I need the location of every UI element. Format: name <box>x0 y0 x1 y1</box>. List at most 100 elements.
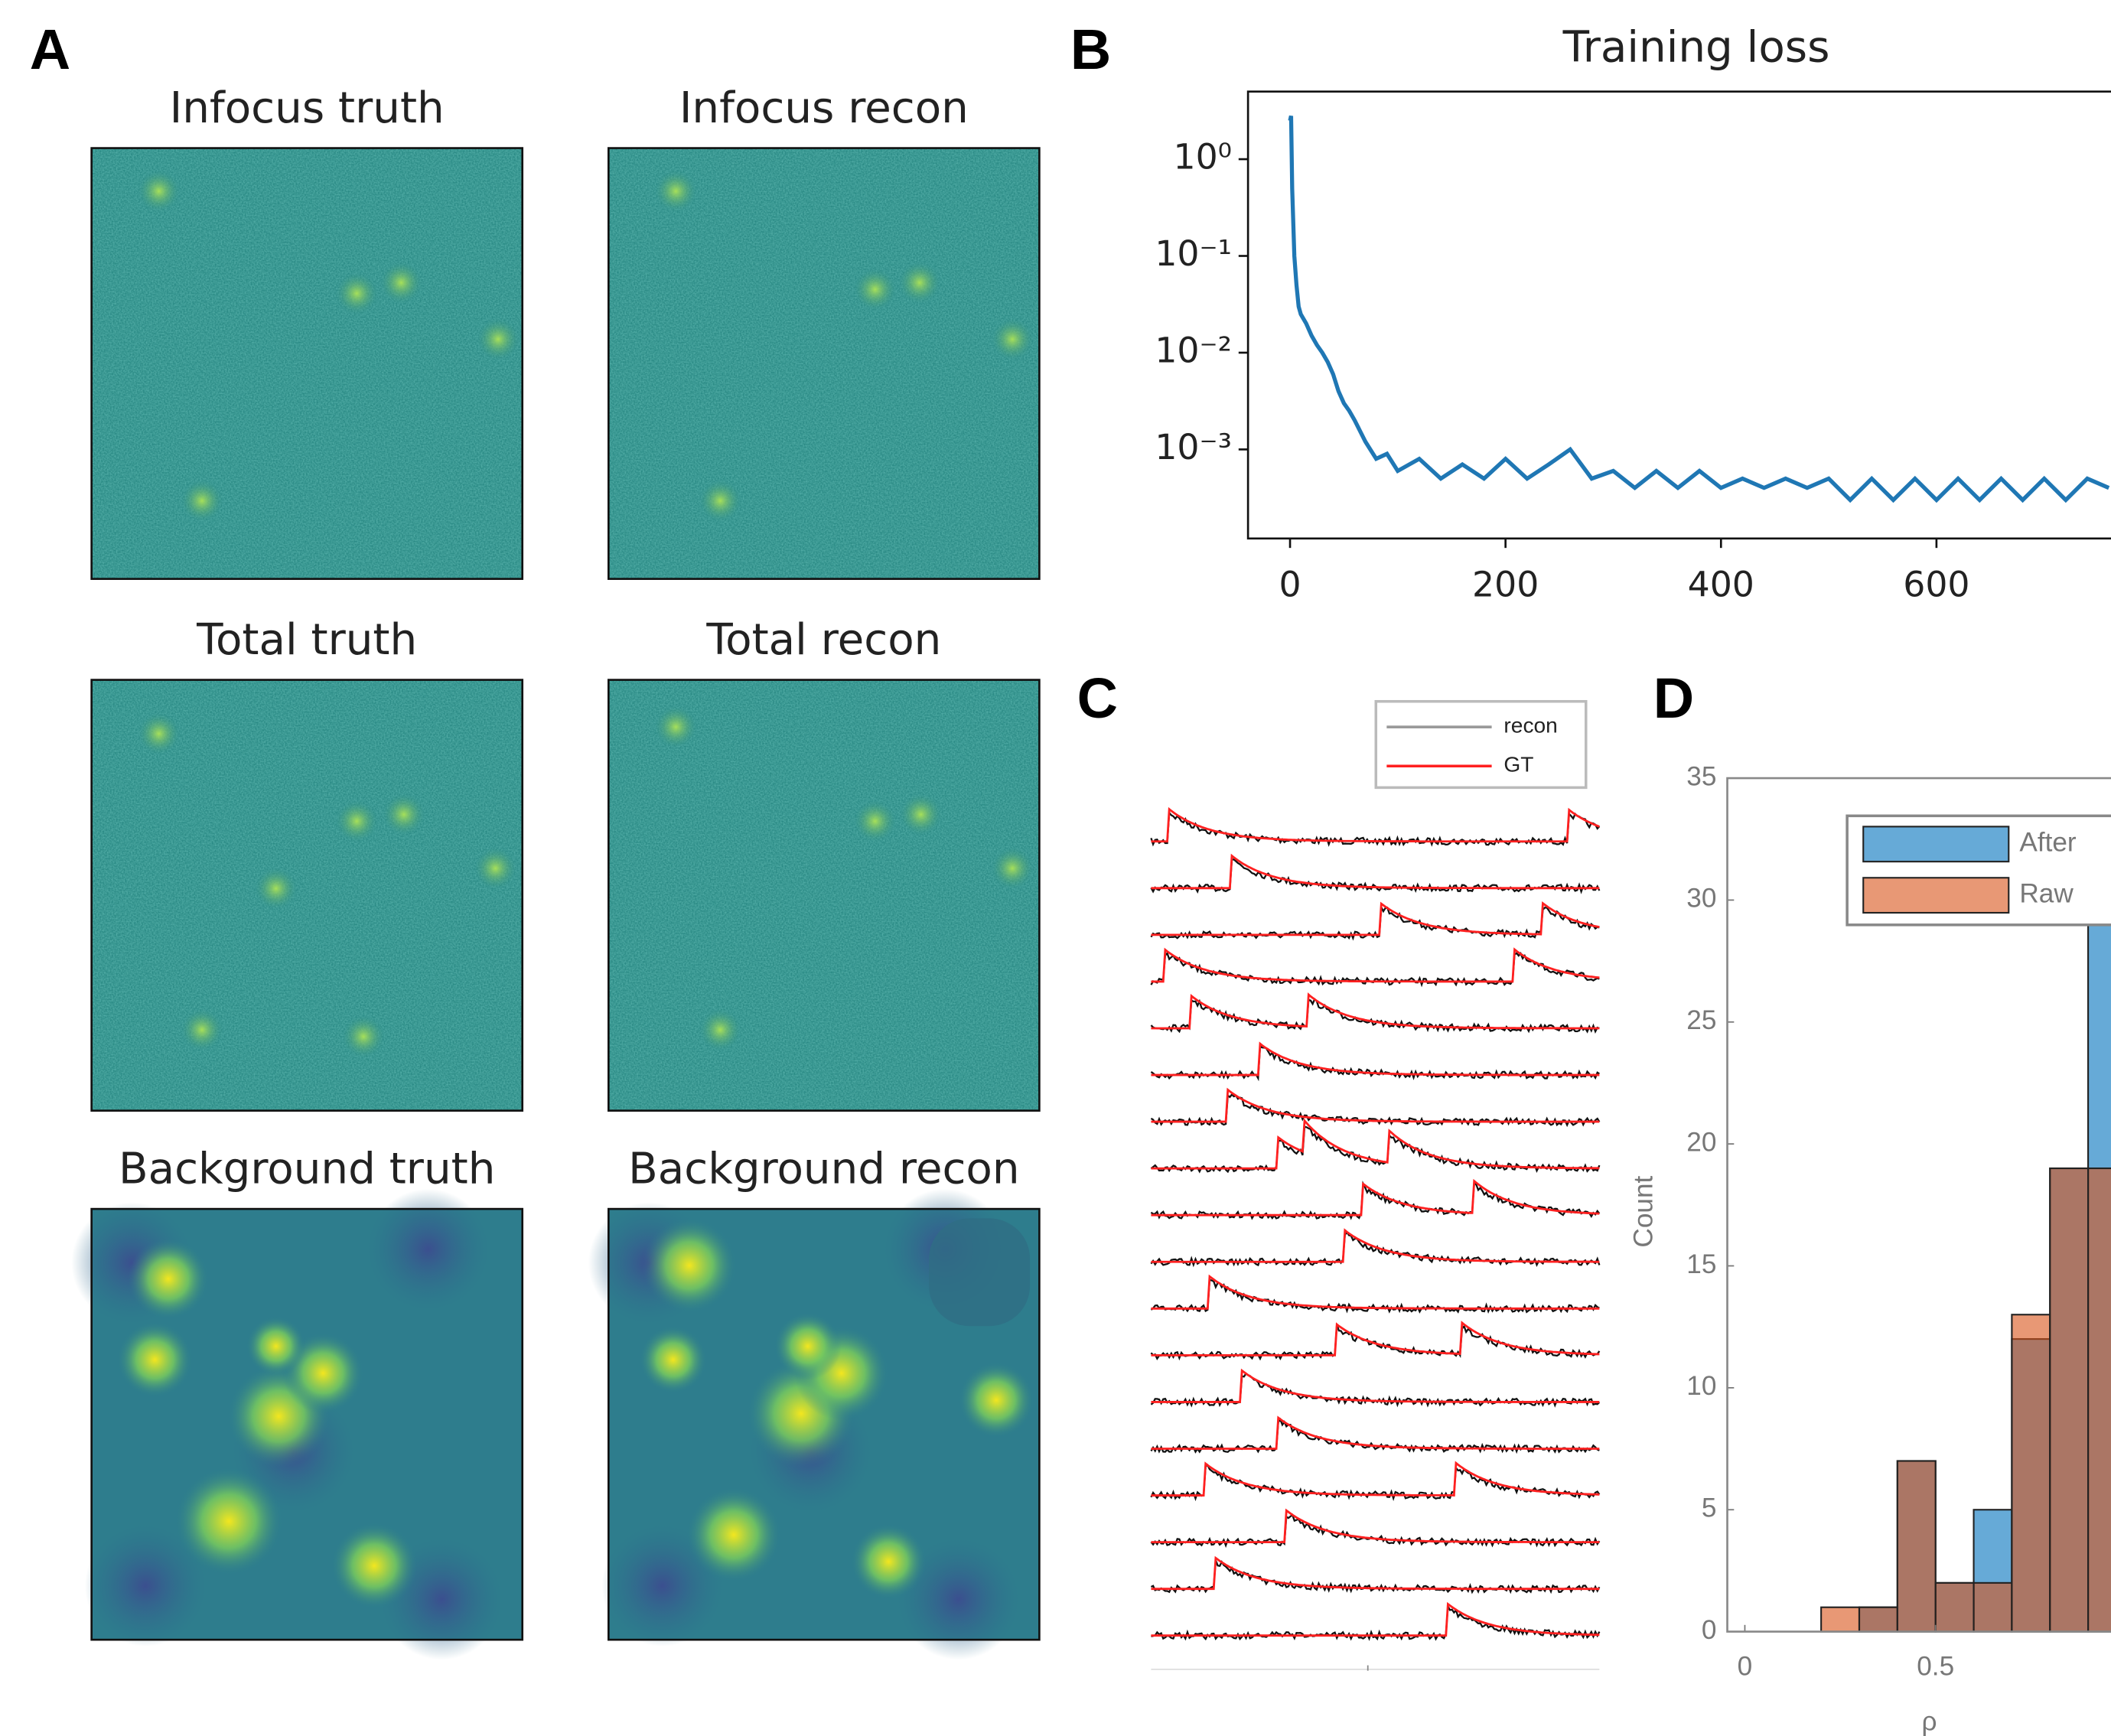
gt-trace <box>1151 1178 1600 1217</box>
image <box>588 1188 1041 1660</box>
image <box>71 1188 524 1660</box>
spot <box>991 318 1034 361</box>
spot <box>853 268 897 311</box>
x-axis-label: ρ <box>1921 1707 1937 1736</box>
bars <box>1820 899 2111 1633</box>
chart-title: Training loss <box>1562 23 1830 73</box>
gt-trace <box>1151 806 1600 843</box>
spot <box>380 261 423 305</box>
gt-trace <box>1151 1321 1600 1357</box>
image-noise <box>608 148 1040 579</box>
legend-swatch <box>1862 877 2010 914</box>
gt-trace <box>1151 947 1600 983</box>
spot <box>476 318 520 361</box>
panel-label: D <box>1653 666 1694 730</box>
y-tick-label: 10⁰ <box>1173 137 1232 178</box>
y-tick-label: 10⁻³ <box>1155 427 1232 467</box>
x-tick-label: 200 <box>1472 565 1539 605</box>
spot <box>899 793 943 836</box>
blob <box>851 1523 927 1600</box>
spot <box>137 712 181 756</box>
dark <box>898 1539 1019 1660</box>
image <box>90 679 524 1112</box>
y-tick-label: 25 <box>1686 1005 1716 1035</box>
y-tick-label: 15 <box>1686 1249 1716 1279</box>
y-tick-label: 10⁻¹ <box>1155 233 1232 274</box>
y-tick-label: 35 <box>1686 761 1716 791</box>
recon-trace <box>1150 951 1600 988</box>
image-noise <box>91 148 523 579</box>
recon-trace <box>1150 1324 1601 1361</box>
image-frame <box>608 1207 1041 1641</box>
spot <box>474 846 517 891</box>
gt-trace <box>1151 1461 1600 1497</box>
gt-trace <box>1151 992 1600 1030</box>
recon-trace <box>1150 810 1601 847</box>
loss-chart: Training loss 10⁰ 10⁻¹ 10⁻² 10⁻³ 0 200 400 600 <box>1155 23 2111 605</box>
blob <box>686 1487 781 1582</box>
gt-trace <box>1151 1228 1600 1263</box>
blob <box>128 1238 209 1320</box>
y-tick-label: 0 <box>1702 1615 1717 1645</box>
panel-label: B <box>1070 18 1111 81</box>
recon-trace <box>1150 1464 1601 1502</box>
gt-trace <box>1151 1274 1600 1310</box>
y-tick-label: 5 <box>1702 1493 1717 1523</box>
spot <box>180 479 224 523</box>
blob <box>331 1523 418 1609</box>
recon-trace <box>1150 1230 1601 1268</box>
hist-bar <box>1934 1581 1975 1633</box>
recon-trace <box>1150 1044 1600 1082</box>
image-title: Background truth <box>119 1144 495 1194</box>
gt-trace <box>1151 1601 1600 1637</box>
image-frame <box>90 1207 524 1641</box>
gt-trace <box>1151 901 1600 936</box>
panel-label: C <box>1077 666 1118 730</box>
trace-chart: recon GT <box>1150 699 1601 1671</box>
recon-trace <box>1150 1093 1601 1128</box>
gt-trace <box>1151 1087 1600 1123</box>
y-tick-label: 20 <box>1686 1127 1716 1157</box>
hist-bar <box>1896 1460 1937 1633</box>
image <box>608 147 1041 580</box>
legend-label: GT <box>1503 753 1533 777</box>
spot <box>654 169 698 213</box>
blob <box>958 1362 1034 1438</box>
hist-bar <box>1973 1581 2013 1633</box>
spot <box>991 846 1034 891</box>
recon-trace <box>1150 998 1600 1034</box>
image-title: Total recon <box>705 615 941 665</box>
panel-label: A <box>30 18 70 81</box>
image-title: Infocus recon <box>679 83 969 133</box>
histogram-chart: 0 5 10 15 20 25 30 35 0 0.5 Count ρ After Raw <box>1628 761 2111 1736</box>
spot <box>654 705 698 749</box>
image-frame <box>608 147 1041 580</box>
loss-line <box>1288 115 2110 503</box>
image-frame <box>608 679 1041 1112</box>
x-tick-label: 0 <box>1279 565 1301 605</box>
image-grid: Infocus truth Infocus recon Total truth Tot… <box>71 83 1041 1660</box>
legend-box <box>1374 699 1588 790</box>
gt-trace <box>1151 1368 1600 1403</box>
spot <box>699 479 742 523</box>
y-tick-label: 10 <box>1686 1371 1716 1401</box>
hist-bar <box>2049 1167 2090 1633</box>
hist-bar <box>1820 1606 1861 1633</box>
y-tick-label: 10⁻² <box>1155 330 1232 370</box>
gt-trace <box>1151 853 1600 890</box>
spot <box>137 169 181 213</box>
dark <box>84 1525 207 1646</box>
axes-frame <box>1726 777 2111 1633</box>
patch <box>929 1218 1031 1327</box>
x-tick-label: 0 <box>1738 1651 1753 1681</box>
recon-trace <box>1150 1181 1601 1220</box>
image <box>608 679 1041 1112</box>
axes-frame <box>1246 90 2111 540</box>
image-frame <box>90 147 524 580</box>
blob <box>246 1316 306 1376</box>
gt-trace <box>1151 1415 1600 1450</box>
recon-trace <box>1150 1417 1600 1454</box>
legend-label: recon <box>1503 714 1557 738</box>
